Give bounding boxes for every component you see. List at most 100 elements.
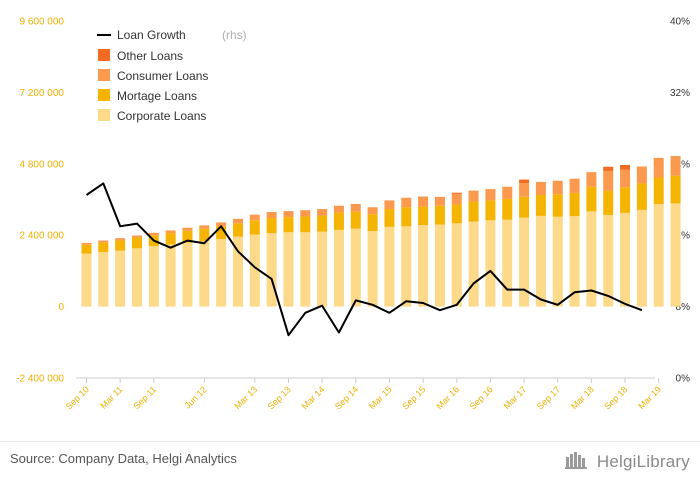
y-left-tick-label: 7 200 000 (20, 88, 65, 99)
bar-consumer-loans (317, 209, 328, 216)
bar-corporate-loans (535, 215, 546, 307)
bar-corporate-loans (350, 228, 361, 307)
legend-swatch-consumer-loans (98, 69, 110, 81)
bar-corporate-loans (603, 214, 614, 307)
bar-consumer-loans (401, 197, 412, 208)
bar-corporate-loans (586, 211, 597, 307)
x-tick-label: Mar 16 (434, 384, 461, 411)
x-tick-label: Mar 15 (367, 384, 394, 411)
y-right-tick-label: 40% (670, 17, 690, 28)
y-right-tick-label: 8% (676, 302, 691, 313)
brand-logo: HelgiLibrary (564, 449, 690, 474)
x-tick-label: Jun 12 (183, 384, 209, 410)
bar-mortage-loans (519, 196, 530, 218)
bar-consumer-loans (485, 189, 496, 201)
bar-mortage-loans (266, 217, 277, 234)
bar-corporate-loans (283, 232, 294, 307)
bar-corporate-loans (418, 225, 429, 307)
bar-corporate-loans (182, 242, 193, 307)
bar-consumer-loans (249, 214, 260, 221)
bar-mortage-loans (199, 228, 210, 242)
y-left-tick-label: 4 800 000 (20, 159, 65, 170)
bar-corporate-loans (148, 246, 159, 307)
x-tick-label: Sep 14 (333, 384, 360, 411)
bar-corporate-loans (434, 224, 445, 307)
x-tick-label: Sep 16 (468, 384, 495, 411)
legend-label-other-loans: Other Loans (117, 49, 183, 63)
footer-divider (0, 441, 700, 442)
bar-mortage-loans (636, 183, 647, 210)
bar-consumer-loans (569, 178, 580, 193)
y-right-tick-label: 32% (670, 88, 690, 99)
bar-consumer-loans (115, 238, 126, 241)
legend-label-mortage-loans: Mortage Loans (117, 89, 197, 103)
bar-consumer-loans (451, 193, 462, 205)
bar-corporate-loans (165, 244, 176, 307)
bar-corporate-loans (367, 231, 378, 307)
x-tick-label: Sep 11 (131, 384, 158, 411)
bar-consumer-loans (98, 240, 109, 243)
bar-corporate-loans (98, 252, 109, 307)
bar-corporate-loans (384, 226, 395, 307)
bar-mortage-loans (401, 207, 412, 227)
bar-mortage-loans (620, 187, 631, 213)
bar-mortage-loans (434, 205, 445, 225)
x-tick-label: Sep 18 (602, 384, 629, 411)
bar-consumer-loans (653, 157, 664, 178)
legend-label-consumer-loans: Consumer Loans (117, 69, 208, 83)
bar-mortage-loans (115, 240, 126, 251)
bar-consumer-loans (434, 196, 445, 206)
bar-corporate-loans (519, 217, 530, 307)
bar-consumer-loans (502, 186, 513, 199)
bar-corporate-loans (81, 253, 92, 307)
bar-consumer-loans (670, 156, 681, 176)
y-axis-left-ticks: 9 600 000 7 200 000 4 800 000 2 400 000 0 -2 … (16, 17, 64, 385)
bar-corporate-loans (131, 248, 142, 307)
bar-consumer-loans (165, 230, 176, 234)
legend: Loan Growth (rhs) Other Loans Consumer L… (97, 28, 247, 123)
bar-corporate-loans (569, 216, 580, 307)
bar-other-loans (451, 192, 462, 194)
bar-mortage-loans (535, 195, 546, 216)
bar-mortage-loans (81, 244, 92, 254)
bar-consumer-loans (535, 181, 546, 196)
y-left-tick-label: 2 400 000 (20, 231, 65, 242)
bar-mortage-loans (485, 200, 496, 221)
bar-consumer-loans (199, 225, 210, 229)
x-tick-label: Mar 13 (232, 384, 259, 411)
bar-consumer-loans (232, 218, 243, 224)
bar-mortage-loans (300, 216, 311, 233)
bar-mortage-loans (350, 211, 361, 229)
bar-consumer-loans (519, 183, 530, 197)
bar-corporate-loans (485, 220, 496, 307)
bar-consumer-loans (350, 203, 361, 212)
bar-consumer-loans (148, 232, 159, 236)
bar-mortage-loans (98, 242, 109, 253)
bar-mortage-loans (367, 214, 378, 232)
bar-consumer-loans (418, 196, 429, 207)
bar-corporate-loans (653, 203, 664, 307)
source-note: Source: Company Data, Helgi Analytics (10, 451, 237, 466)
bar-corporate-loans (266, 233, 277, 307)
library-icon (564, 449, 591, 474)
bar-mortage-loans (569, 192, 580, 217)
x-axis-tick-labels: Sep 10 Mar 11 Sep 11 Jun 12 Mar 13 Sep 13 Mar … (64, 384, 663, 411)
bar-consumer-loans (636, 166, 647, 184)
bar-mortage-loans (468, 201, 479, 222)
bar-consumer-loans (81, 242, 92, 245)
x-tick-label: Sep 17 (535, 384, 562, 411)
legend-label-loan-growth: Loan Growth (117, 28, 186, 42)
x-tick-label: Sep 15 (400, 384, 427, 411)
bar-corporate-loans (232, 236, 243, 307)
bar-consumer-loans (333, 205, 344, 213)
bar-consumer-loans (283, 211, 294, 218)
legend-swatch-other-loans (98, 49, 110, 61)
bar-mortage-loans (552, 194, 563, 217)
brand-name: HelgiLibrary (596, 451, 690, 471)
bar-consumer-loans (384, 200, 395, 210)
x-tick-label: Mar 14 (300, 384, 327, 411)
bar-mortage-loans (670, 175, 681, 204)
bar-consumer-loans (468, 190, 479, 202)
bar-corporate-loans (216, 239, 227, 307)
